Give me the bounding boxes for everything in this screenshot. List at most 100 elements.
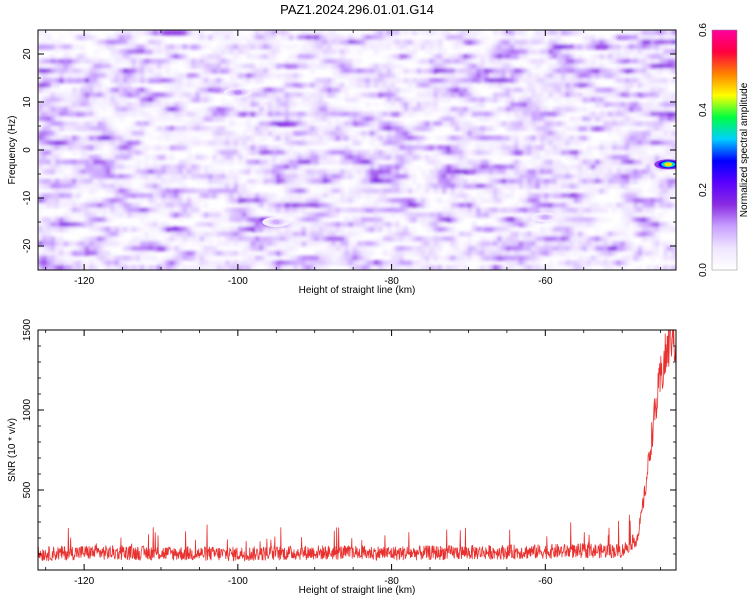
heatmap-cell — [595, 82, 601, 89]
heatmap-cell — [59, 198, 65, 204]
heatmap-cell — [101, 34, 107, 41]
heatmap-cell — [148, 183, 154, 189]
heatmap-cell — [288, 121, 294, 127]
heatmap-cell — [650, 63, 656, 69]
heatmap-cell — [259, 34, 265, 41]
heatmap-cell — [365, 217, 371, 223]
heatmap-cell — [454, 178, 460, 185]
heatmap-cell — [395, 150, 401, 156]
heatmap-cell — [195, 58, 201, 65]
heatmap-cell — [365, 188, 371, 194]
heatmap-cell — [293, 111, 299, 117]
heatmap-cell — [293, 73, 299, 79]
heatmap-cell — [386, 178, 392, 185]
heatmap-cell — [93, 87, 99, 93]
heatmap-cell — [63, 92, 69, 98]
heatmap-cell — [246, 73, 252, 79]
heatmap-cell — [114, 202, 120, 209]
heatmap-cell — [518, 73, 524, 79]
heatmap-cell — [297, 212, 303, 218]
heatmap-cell — [191, 140, 196, 146]
heatmap-cell — [335, 116, 341, 122]
heatmap-cell — [140, 145, 145, 151]
heatmap-cell — [89, 188, 94, 194]
heatmap-cell — [157, 63, 162, 69]
heatmap-cell — [446, 68, 452, 74]
heatmap-cell — [335, 44, 341, 50]
heatmap-cell — [586, 68, 592, 74]
heatmap-cell — [301, 30, 307, 36]
heatmap-cell — [220, 130, 226, 137]
heatmap-cell — [544, 140, 549, 146]
heatmap-cell — [331, 116, 337, 122]
heatmap-cell — [586, 92, 592, 98]
heatmap-cell — [322, 178, 328, 185]
heatmap-cell — [233, 140, 239, 146]
heatmap-cell — [573, 78, 579, 84]
heatmap-cell — [425, 44, 430, 50]
heatmap-cell — [573, 212, 579, 218]
heatmap-cell — [84, 135, 90, 141]
heatmap-cell — [169, 202, 175, 209]
heatmap-cell — [127, 54, 133, 60]
heatmap-cell — [374, 121, 379, 127]
heatmap-cell — [89, 169, 94, 175]
heatmap-cell — [420, 44, 426, 50]
heatmap-cell — [344, 111, 350, 117]
heatmap-cell — [254, 169, 260, 175]
heatmap-cell — [607, 164, 613, 170]
heatmap-cell — [382, 140, 388, 146]
heatmap-cell — [101, 58, 107, 65]
heatmap-cell — [165, 193, 171, 199]
heatmap-cell — [335, 39, 341, 45]
heatmap-cell — [378, 39, 384, 45]
heatmap-cell — [114, 78, 120, 84]
heatmap-cell — [254, 198, 260, 204]
heatmap-cell — [101, 126, 107, 132]
heatmap-cell — [403, 159, 409, 165]
heatmap-cell — [144, 68, 150, 74]
heatmap-cell — [578, 193, 584, 199]
heatmap-cell — [467, 92, 473, 98]
heatmap-cell — [101, 97, 107, 103]
heatmap-cell — [378, 174, 384, 180]
heatmap-cell — [118, 145, 124, 151]
heatmap-cell — [641, 63, 647, 69]
heatmap-cell — [157, 126, 162, 132]
heatmap-cell — [301, 126, 307, 132]
heatmap-cell — [191, 92, 196, 98]
heatmap-cell — [186, 121, 192, 127]
heatmap-cell — [322, 39, 328, 45]
heatmap-cell — [216, 188, 222, 194]
heatmap-cell — [565, 97, 571, 103]
heatmap-cell — [63, 49, 69, 55]
heatmap-cell — [510, 178, 515, 185]
heatmap-cell — [544, 39, 549, 45]
heatmap-cell — [199, 44, 205, 50]
heatmap-cell — [263, 68, 269, 74]
heatmap-cell — [310, 130, 316, 137]
heatmap-cell — [556, 78, 562, 84]
heatmap-cell — [612, 169, 618, 175]
heatmap-cell — [386, 188, 392, 194]
heatmap-cell — [301, 58, 307, 65]
heatmap-cell — [127, 212, 133, 218]
heatmap-cell — [237, 207, 243, 213]
heatmap-cell — [135, 207, 141, 213]
heatmap-cell — [497, 58, 503, 65]
heatmap-cell — [603, 145, 609, 151]
heatmap-cell — [548, 54, 554, 60]
heatmap-cell — [284, 183, 290, 189]
heatmap-cell — [442, 212, 447, 218]
heatmap-cell — [505, 150, 511, 156]
heatmap-cell — [276, 130, 282, 137]
heatmap-cell — [305, 92, 311, 98]
heatmap-cell — [225, 140, 230, 146]
heatmap-cell — [586, 183, 592, 189]
heatmap-cell — [229, 34, 235, 41]
heatmap-cell — [114, 49, 120, 55]
heatmap-cell — [225, 82, 230, 89]
heatmap-cell — [293, 130, 299, 137]
heatmap-cell — [208, 169, 213, 175]
heatmap-cell — [471, 63, 477, 69]
